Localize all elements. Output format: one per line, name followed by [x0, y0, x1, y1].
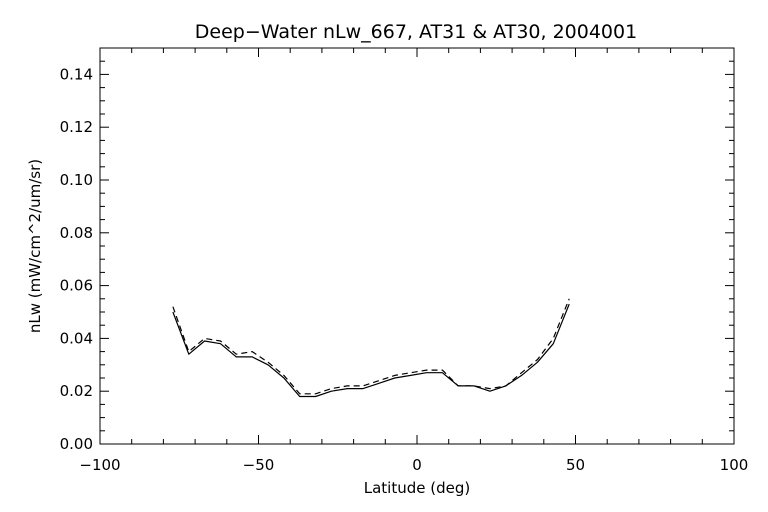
y-tick-label: 0.00: [60, 435, 93, 453]
y-tick-label: 0.12: [60, 118, 93, 136]
axis-ticks: [99, 48, 735, 445]
chart-title: Deep−Water nLw_667, AT31 & AT30, 2004001: [195, 21, 637, 43]
x-axis-label: Latitude (deg): [364, 479, 470, 497]
x-tick-label: 0: [412, 456, 422, 474]
x-tick-label: 100: [720, 456, 749, 474]
y-tick-label: 0.06: [60, 277, 93, 295]
y-tick-label: 0.04: [60, 329, 93, 347]
plot-frame: [99, 47, 735, 445]
series-line-dashed: [172, 298, 570, 395]
x-tick-label: −50: [243, 456, 275, 474]
y-tick-label: 0.02: [60, 382, 93, 400]
x-tick-label: 50: [566, 456, 585, 474]
series-line-solid: [172, 303, 570, 398]
y-tick-label: 0.14: [60, 65, 93, 83]
y-tick-label: 0.08: [60, 224, 93, 242]
series-group: [172, 298, 570, 398]
axis-tick-labels: −100 −50 0 50 100 0.00 0.02 0.04 0.06 0.08 0.10 0.1…: [60, 65, 749, 474]
y-tick-label: 0.10: [60, 171, 93, 189]
x-tick-label: −100: [79, 456, 120, 474]
y-axis-label: nLw (mW/cm^2/um/sr): [26, 159, 44, 333]
